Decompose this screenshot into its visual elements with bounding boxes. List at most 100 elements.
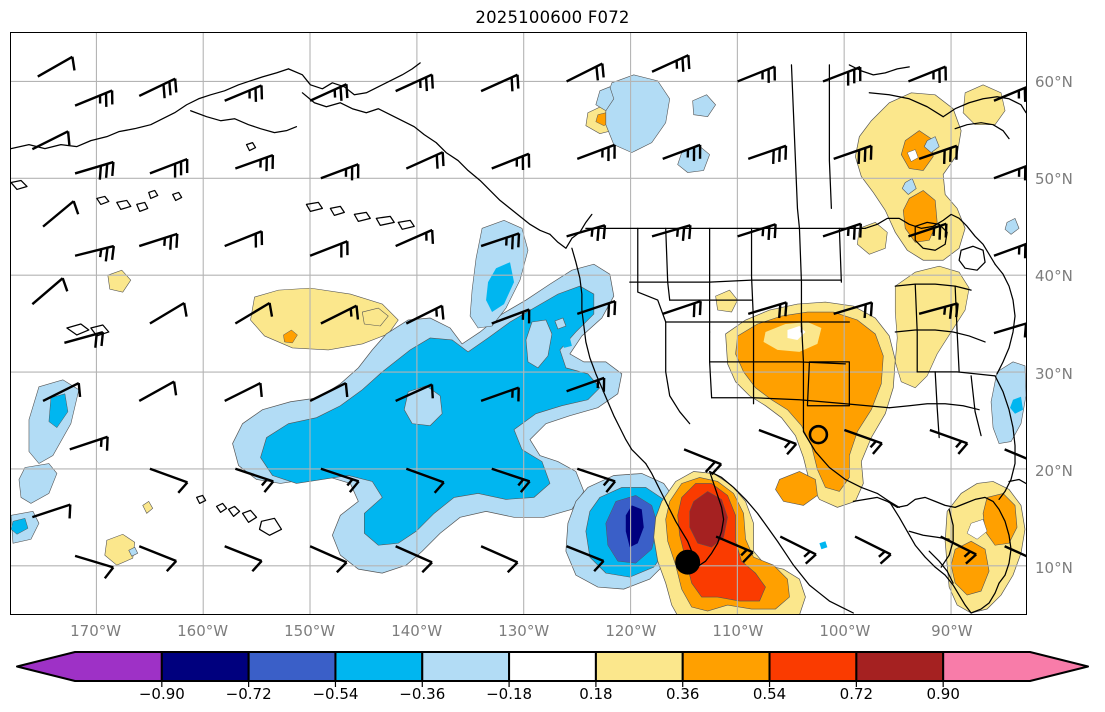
shading-positive-midpacific-b bbox=[361, 307, 389, 327]
wind-barb bbox=[833, 301, 874, 319]
wind-barb bbox=[918, 302, 959, 319]
wind-barb bbox=[74, 160, 115, 180]
shading-positive-small-b bbox=[107, 269, 132, 293]
wind-barb bbox=[224, 382, 263, 403]
colorbar-tick-label: 0.18 bbox=[579, 685, 613, 703]
colorbar-tick-label: −0.72 bbox=[225, 685, 272, 703]
coastline-island-i bbox=[245, 141, 257, 152]
wind-barb bbox=[138, 545, 178, 573]
wind-barb bbox=[918, 144, 959, 164]
coastline-gulf-california bbox=[699, 470, 725, 566]
coastline-alaska-south bbox=[301, 92, 551, 235]
wind-barb bbox=[31, 503, 72, 519]
wind-barb bbox=[480, 73, 520, 93]
wind-barb bbox=[1004, 545, 1026, 558]
shading-positive-hawaii bbox=[104, 533, 136, 566]
coastline-alaska-peninsula bbox=[190, 110, 298, 134]
coastline-bc-panhandle bbox=[549, 213, 593, 249]
wind-barb bbox=[224, 84, 264, 102]
colorbar-ticks bbox=[161, 681, 944, 687]
anomaly-shading-layer bbox=[11, 74, 1026, 614]
colorbar-swatches bbox=[16, 651, 1089, 682]
coastline-cuba bbox=[1008, 478, 1026, 485]
wind-barb bbox=[64, 331, 105, 348]
border-state-horiz-a bbox=[629, 279, 842, 283]
colorbar-swatch bbox=[855, 651, 945, 682]
border-state-rect bbox=[806, 361, 850, 407]
border-state-vertical-e bbox=[798, 227, 803, 333]
wind-barb bbox=[320, 163, 360, 181]
border-state-texas bbox=[802, 401, 900, 508]
coastline-island-j bbox=[305, 201, 324, 213]
lat-tick-label-50n: 50°N bbox=[1035, 170, 1073, 188]
coastline-hudson-bay-b bbox=[954, 122, 1010, 140]
wind-barb bbox=[843, 428, 883, 455]
coastline-island-d bbox=[66, 323, 90, 336]
shading-positive-small-a bbox=[142, 500, 154, 514]
wind-barb bbox=[405, 151, 445, 170]
colorbar-swatch bbox=[334, 651, 424, 682]
wind-barb bbox=[576, 467, 617, 493]
wind-barb bbox=[42, 200, 80, 228]
border-state-vertical-a bbox=[637, 227, 667, 323]
coastline-hawaii-c bbox=[241, 509, 258, 523]
border-state-vertical-g bbox=[708, 331, 713, 399]
wind-barb bbox=[908, 222, 948, 240]
wind-barb bbox=[747, 144, 788, 164]
colorbar-canvas bbox=[16, 651, 1089, 687]
lat-tick-label-40n: 40°N bbox=[1035, 267, 1073, 285]
coastline-hawaii-a bbox=[215, 502, 228, 513]
coastline-aleutians bbox=[11, 68, 290, 150]
coastline-central-america bbox=[888, 500, 972, 614]
border-state-vertical-i bbox=[800, 321, 805, 403]
wind-barb bbox=[907, 65, 947, 83]
shading-negative-pnw-b bbox=[525, 319, 553, 369]
wind-barb bbox=[993, 86, 1026, 102]
coastline-alaska-mainland bbox=[287, 62, 421, 96]
wind-barb bbox=[566, 62, 605, 83]
coastline-west-coast bbox=[571, 247, 647, 465]
shading-negative-small-i bbox=[692, 94, 716, 118]
colorbar-tick-label: −0.54 bbox=[312, 685, 359, 703]
wind-barb bbox=[491, 152, 531, 171]
wind-barb bbox=[309, 382, 349, 403]
wind-barb bbox=[309, 83, 349, 102]
lon-tick-label-150w: 150°W bbox=[284, 622, 336, 640]
colorbar-tick-label: 0.54 bbox=[752, 685, 787, 703]
wind-barb bbox=[149, 301, 188, 325]
colorbar-tick-label: 0.36 bbox=[666, 685, 700, 703]
colorbar-swatch bbox=[16, 651, 163, 682]
border-canada-b bbox=[828, 64, 833, 210]
border-state-eastern-f bbox=[916, 371, 996, 377]
border-us-canada-east bbox=[864, 213, 996, 265]
shading-positive-centralamerica-orange-b bbox=[950, 540, 990, 596]
coastline-hudson-bay bbox=[942, 96, 1026, 118]
coastline-island-l bbox=[353, 211, 371, 222]
colorbar-swatch bbox=[508, 651, 597, 682]
shading-positive-centralamerica-outer bbox=[944, 481, 1026, 614]
shading-positive-canada-outer bbox=[854, 92, 966, 261]
shading-negative-florida bbox=[990, 361, 1026, 444]
border-state-eastern-c bbox=[894, 283, 972, 291]
wind-barb bbox=[395, 228, 435, 248]
border-state-eastern-e bbox=[954, 285, 960, 373]
colorbar-swatch bbox=[768, 651, 858, 682]
wind-barb bbox=[138, 380, 178, 402]
wind-barb bbox=[854, 535, 892, 565]
wind-barb bbox=[74, 554, 115, 580]
wind-barb bbox=[940, 535, 978, 565]
shading-negative-tiny-a bbox=[128, 546, 139, 557]
wind-barb bbox=[320, 467, 360, 493]
wind-barb bbox=[480, 232, 521, 250]
wind-barb bbox=[576, 143, 616, 162]
colorbar: −0.90 −0.72 −0.54 −0.36 −0.18 0.18 0.36 0.54 0.7… bbox=[0, 648, 1105, 712]
lat-tick-label-60n: 60°N bbox=[1035, 73, 1073, 91]
wind-barb bbox=[747, 301, 788, 319]
wind-barb bbox=[929, 428, 969, 455]
wind-barb bbox=[833, 144, 873, 164]
wind-barb bbox=[149, 157, 189, 178]
wind-barb bbox=[822, 65, 862, 86]
wind-barb bbox=[138, 232, 179, 250]
wind-barb bbox=[224, 545, 263, 573]
